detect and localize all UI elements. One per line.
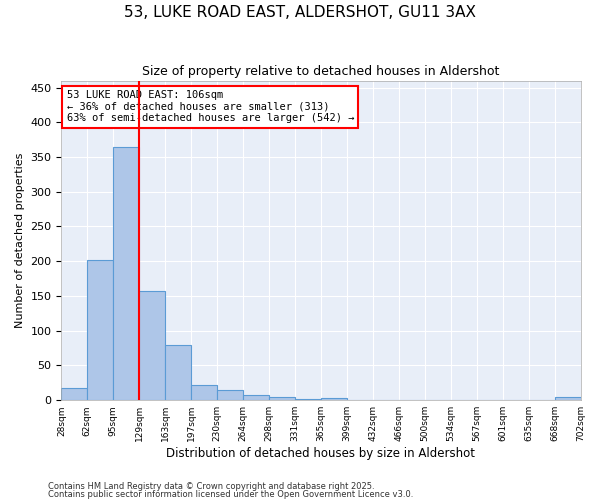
Bar [191,385,217,400]
Bar [139,291,165,400]
Bar [321,398,347,400]
Text: Contains public sector information licensed under the Open Government Licence v3: Contains public sector information licen… [48,490,413,499]
Bar [243,396,269,400]
Text: Contains HM Land Registry data © Crown copyright and database right 2025.: Contains HM Land Registry data © Crown c… [48,482,374,491]
Text: 53 LUKE ROAD EAST: 106sqm
← 36% of detached houses are smaller (313)
63% of semi: 53 LUKE ROAD EAST: 106sqm ← 36% of detac… [67,90,354,124]
Bar [217,390,243,400]
Bar [61,388,88,400]
Title: Size of property relative to detached houses in Aldershot: Size of property relative to detached ho… [142,65,500,78]
Bar [88,260,113,400]
Text: 53, LUKE ROAD EAST, ALDERSHOT, GU11 3AX: 53, LUKE ROAD EAST, ALDERSHOT, GU11 3AX [124,5,476,20]
X-axis label: Distribution of detached houses by size in Aldershot: Distribution of detached houses by size … [166,447,475,460]
Bar [554,398,581,400]
Bar [295,399,321,400]
Y-axis label: Number of detached properties: Number of detached properties [15,152,25,328]
Bar [113,146,139,400]
Bar [165,344,191,400]
Bar [269,398,295,400]
